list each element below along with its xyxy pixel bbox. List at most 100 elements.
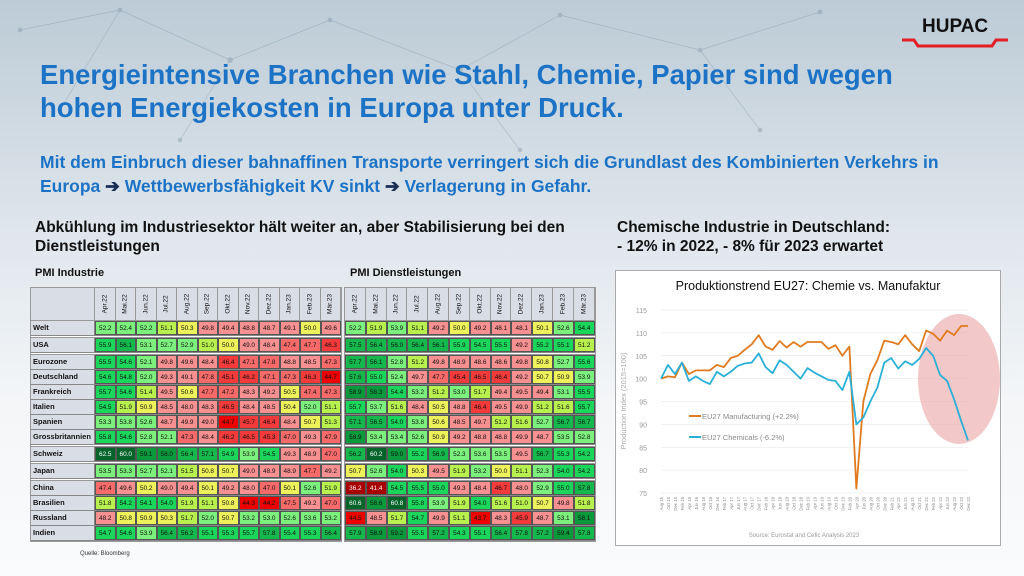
x-tick-label: Jun 17	[736, 496, 741, 510]
pmi-cell: 55.7	[238, 526, 259, 540]
pmi-cell: 49.8	[552, 496, 574, 510]
pmi-cell: 48.8	[469, 430, 491, 444]
pmi-cell: 55.5	[407, 481, 429, 495]
pmi-cell: 50.4	[279, 400, 300, 414]
x-tick-label: Aug 17	[743, 496, 748, 510]
x-tick-label: Oct 18	[792, 496, 797, 509]
pmi-cell: 54.0	[469, 496, 491, 510]
table-row: 55.7 53.7 51.6 48.4 50.5 48.8 46.4 49.5 49.9 51.2…	[345, 400, 595, 415]
pmi-cell: 47.0	[320, 496, 341, 510]
pmi-cell: 49.2	[469, 321, 491, 335]
pmi-cell: 48.3	[238, 385, 259, 399]
x-tick-label: Aug 22	[952, 496, 957, 510]
month-label: Dez.22	[265, 293, 273, 315]
pmi-cell: 52.8	[136, 430, 157, 444]
pmi-cell: 47.0	[320, 447, 341, 461]
pmi-cell: 50.0	[490, 464, 512, 478]
pmi-cell: 46.2	[238, 370, 259, 384]
pmi-cell: 53.4	[386, 430, 408, 444]
pmi-cell: 52.0	[136, 370, 157, 384]
pmi-cell: 46.5	[238, 430, 259, 444]
x-tick-label: Dec 22	[966, 496, 971, 510]
pmi-cell: 48.7	[259, 321, 280, 335]
month-label: Mär.23	[580, 294, 588, 314]
logo-text: HUPAC	[922, 16, 989, 37]
pmi-cell: 51.6	[386, 400, 408, 414]
y-tick-label: 105	[635, 354, 647, 361]
pmi-cell: 48.6	[490, 355, 512, 369]
country-label: Frankreich	[31, 385, 95, 399]
pmi-cell: 55.5	[95, 355, 116, 369]
pmi-cell: 44.5	[345, 511, 366, 525]
pmi-cell: 50.3	[156, 511, 177, 525]
pmi-cell: 50.7	[300, 415, 321, 429]
pmi-cell: 46.4	[469, 400, 491, 414]
pmi-cell: 47.8	[197, 370, 218, 384]
pmi-cell: 48.7	[156, 415, 177, 429]
pmi-cell: 56.4	[177, 447, 198, 461]
pmi-cell: 53.1	[136, 338, 157, 352]
country-label: Italien	[31, 400, 95, 414]
pmi-cell: 55.8	[95, 430, 116, 444]
pmi-cell: 46.2	[218, 430, 239, 444]
month-header: Jan.23	[280, 288, 300, 320]
production-chart: Produktionstrend EU27: Chemie vs. Manufa…	[615, 270, 1001, 546]
x-tick-label: Apr 20	[854, 496, 859, 509]
pmi-cell: 55.6	[573, 355, 595, 369]
x-tick-label: Jun 16	[694, 496, 699, 510]
pmi-cell: 45.4	[448, 370, 470, 384]
pmi-cell: 53.1	[552, 385, 574, 399]
table-row: Eurozone 55.5 54.6 52.1 49.8 49.6 48.4 46.4 47.1…	[31, 355, 341, 370]
pmi-cell: 53.4	[365, 430, 387, 444]
pmi-cell: 54.6	[95, 370, 116, 384]
pmi-cell: 55.5	[407, 526, 429, 540]
pmi-cell: 54.7	[407, 511, 429, 525]
pmi-cell: 60.2	[365, 447, 387, 461]
x-tick-label: Jun 22	[945, 496, 950, 510]
x-tick-label: Apr 17	[729, 496, 734, 509]
pmi-cell: 49.9	[511, 430, 533, 444]
x-tick-label: Apr 19	[813, 496, 818, 509]
pmi-cell: 54.6	[115, 430, 136, 444]
pmi-cell: 56.7	[552, 415, 574, 429]
pmi-cell: 45.1	[218, 370, 239, 384]
arrow-icon: ➔	[384, 176, 400, 196]
pmi-cell: 52.8	[386, 355, 408, 369]
month-header: Feb.23	[553, 288, 574, 320]
pmi-dienst-title: PMI Dienstleistungen	[350, 267, 462, 279]
month-header: Jun.22	[136, 288, 157, 320]
pmi-cell: 53.2	[469, 464, 491, 478]
pmi-cell: 48.7	[532, 511, 553, 525]
country-label: USA	[31, 338, 95, 352]
pmi-cell: 51.1	[320, 400, 341, 414]
pmi-cell: 52.6	[552, 321, 574, 335]
pmi-cell: 57.8	[511, 526, 533, 540]
pmi-cell: 56.2	[177, 526, 198, 540]
pmi-cell: 55.7	[345, 400, 366, 414]
country-label: Russland	[31, 511, 95, 525]
pmi-cell: 52.7	[156, 338, 177, 352]
pmi-cell: 44.3	[238, 496, 259, 510]
corner-cell	[31, 288, 95, 320]
x-tick-label: Dec 18	[799, 496, 804, 510]
pmi-cell: 51.9	[365, 321, 387, 335]
pmi-cell: 53.2	[407, 385, 429, 399]
pmi-cell: 53.9	[136, 526, 157, 540]
table-row: 57.7 56.1 52.8 51.2 49.8 48.9 48.6 48.6 49.8 50.8…	[345, 355, 595, 370]
pmi-cell: 49.3	[156, 370, 177, 384]
pmi-cell: 55.3	[552, 447, 574, 461]
pmi-cell: 52.3	[532, 464, 553, 478]
pmi-cell: 49.5	[490, 400, 512, 414]
pmi-cell: 48.8	[448, 400, 470, 414]
group-separator	[31, 353, 341, 355]
pmi-cell: 51.5	[177, 464, 198, 478]
pmi-cell: 57.8	[573, 526, 595, 540]
pmi-cell: 49.2	[428, 321, 449, 335]
pmi-cell: 62.5	[95, 447, 116, 461]
right-heading-1: Chemische Industrie in Deutschland:	[617, 219, 891, 236]
table-row: 57.5 56.4 56.0 56.4 56.1 55.9 54.5 55.5 49.2 55.2…	[345, 338, 595, 353]
pmi-cell: 49.5	[428, 464, 449, 478]
month-label: Nov.22	[244, 293, 252, 315]
pmi-cell: 54.6	[115, 355, 136, 369]
pmi-industrie-title: PMI Industrie	[35, 267, 105, 279]
